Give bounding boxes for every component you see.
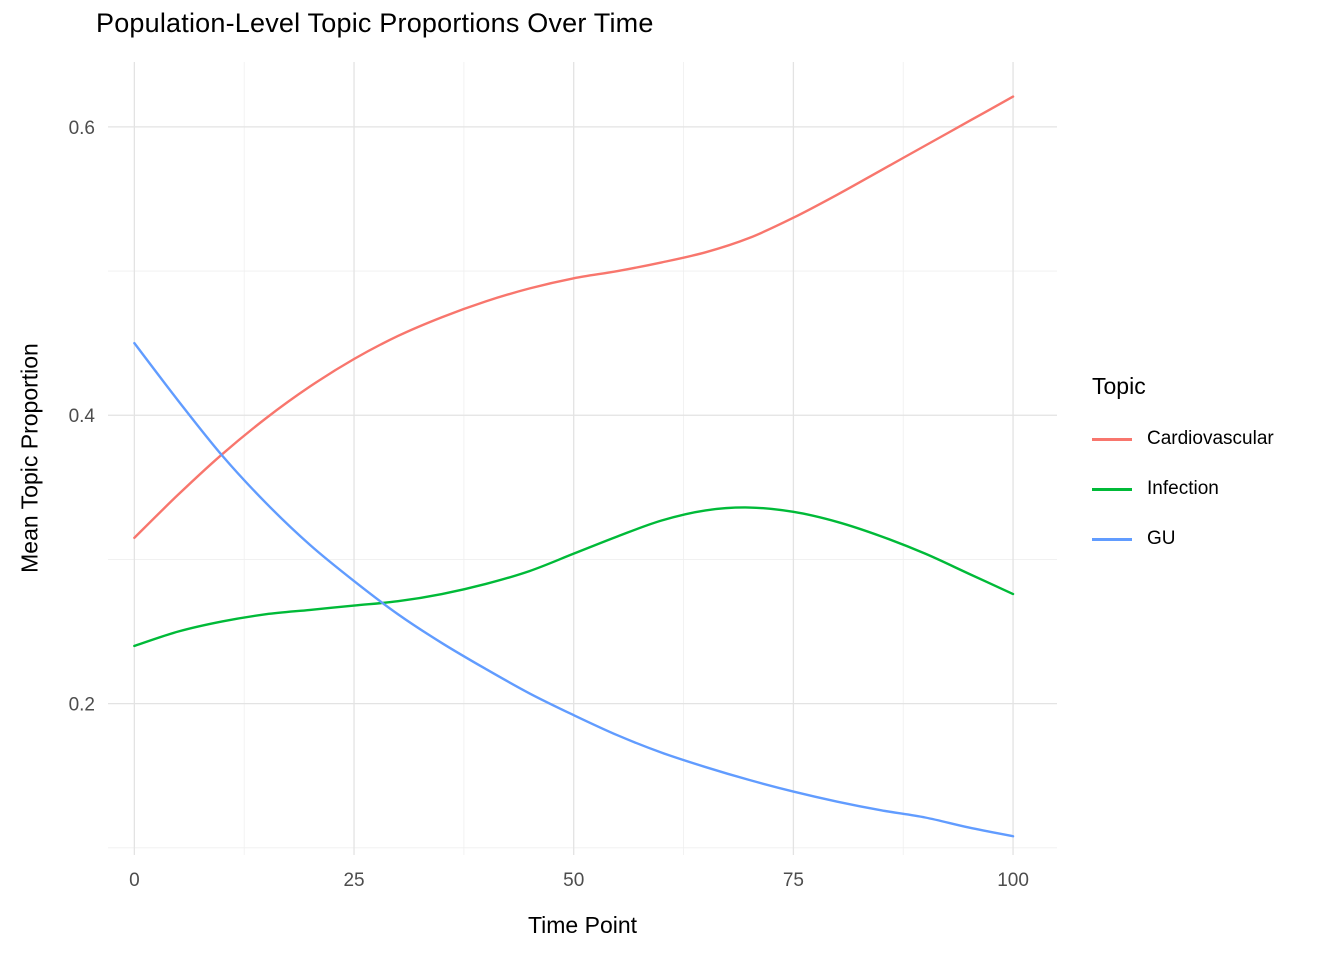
series-line-infection (133, 506, 1015, 648)
y-axis-title: Mean Topic Proportion (16, 343, 43, 573)
y-tick-label: 0.6 (69, 118, 95, 139)
x-tick-label: 25 (343, 870, 364, 891)
x-tick-label: 50 (563, 870, 584, 891)
y-tick-label: 0.4 (69, 406, 96, 427)
legend-items: Cardiovascular Infection GU (1092, 414, 1274, 564)
x-tick-label: 75 (783, 870, 804, 891)
x-tick-label: 100 (997, 870, 1029, 891)
x-axis-title: Time Point (527, 912, 638, 938)
legend-title: Topic (1092, 373, 1146, 399)
chart-title: Population-Level Topic Proportions Over … (96, 8, 654, 38)
legend-key-line-cardiovascular (1092, 437, 1132, 441)
legend: Topic Cardiovascular Infection GU (1092, 372, 1274, 564)
legend-key-line-infection (1092, 487, 1132, 491)
legend-item-gu: GU (1092, 514, 1274, 564)
legend-item-cardiovascular: Cardiovascular (1092, 414, 1274, 464)
legend-item-label: GU (1147, 528, 1176, 549)
series-line-gu (133, 341, 1015, 838)
legend-key-line-gu (1092, 537, 1132, 541)
x-tick-label: 0 (129, 870, 140, 891)
y-tick-label: 0.2 (69, 695, 95, 716)
legend-item-infection: Infection (1092, 464, 1274, 514)
legend-item-label: Infection (1147, 478, 1219, 499)
legend-item-label: Cardiovascular (1147, 428, 1274, 449)
series-line-cardiovascular (133, 95, 1015, 539)
